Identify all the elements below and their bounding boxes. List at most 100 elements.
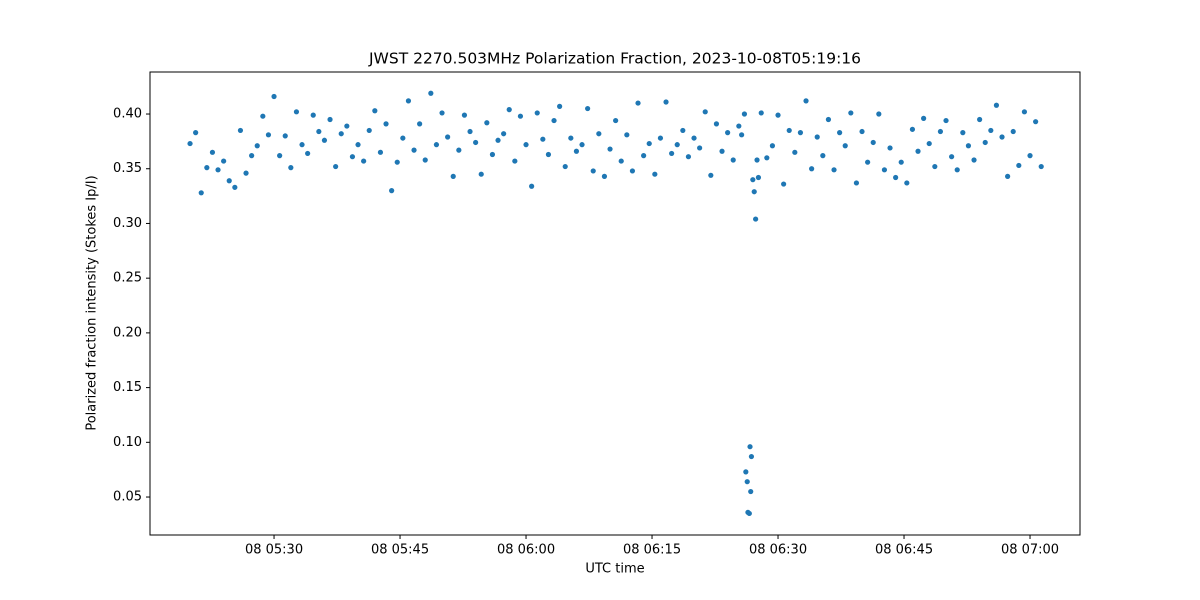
- data-point: [831, 167, 837, 173]
- data-point: [853, 180, 860, 186]
- data-point: [814, 134, 820, 140]
- data-point: [750, 177, 756, 183]
- data-point: [988, 127, 994, 134]
- data-point: [232, 184, 238, 190]
- data-point: [635, 100, 641, 106]
- data-point: [198, 190, 204, 196]
- data-point: [870, 139, 876, 146]
- data-point: [820, 153, 826, 159]
- data-point: [1027, 153, 1033, 159]
- data-point: [450, 173, 456, 179]
- data-point: [456, 147, 462, 153]
- data-point: [954, 167, 960, 173]
- data-point: [327, 116, 333, 123]
- data-point: [557, 103, 563, 109]
- x-tick-label: 08 07:00: [1001, 543, 1059, 558]
- y-tick-label: 0.15: [113, 380, 142, 395]
- data-point: [596, 131, 602, 137]
- data-point: [848, 110, 854, 116]
- data-point: [657, 135, 664, 141]
- data-point: [876, 111, 882, 117]
- data-point: [674, 142, 680, 148]
- data-point: [652, 171, 658, 177]
- data-point: [344, 123, 350, 129]
- data-point: [607, 146, 613, 152]
- data-point: [797, 130, 804, 136]
- data-point: [316, 128, 322, 135]
- data-point: [523, 142, 529, 148]
- data-point: [489, 151, 496, 158]
- data-point: [288, 165, 294, 171]
- data-point: [669, 150, 675, 157]
- data-point: [786, 127, 792, 134]
- data-point: [1033, 119, 1039, 125]
- data-point: [898, 159, 904, 165]
- data-point: [467, 128, 473, 135]
- data-point: [641, 153, 647, 159]
- data-point: [590, 168, 596, 174]
- x-tick-label: 08 05:45: [371, 543, 429, 558]
- x-tick-label: 08 06:00: [497, 543, 555, 558]
- data-point: [187, 140, 193, 147]
- data-point: [691, 135, 697, 141]
- y-axis-label: Polarized fraction intensity (Stokes Ip/…: [85, 175, 100, 430]
- data-point: [751, 189, 757, 195]
- plot-frame: [149, 71, 1081, 536]
- data-point: [754, 157, 760, 163]
- chart-title: JWST 2270.503MHz Polarization Fraction, …: [368, 50, 861, 68]
- data-point: [579, 142, 585, 148]
- data-point: [881, 167, 888, 173]
- data-point: [333, 163, 339, 170]
- data-point: [215, 167, 221, 173]
- data-point: [540, 136, 546, 142]
- y-tick-label: 0.35: [113, 161, 142, 176]
- data-point: [949, 154, 955, 160]
- data-point: [739, 132, 745, 138]
- data-point: [993, 102, 1000, 108]
- data-point: [389, 188, 395, 194]
- data-point: [708, 172, 714, 178]
- data-point: [305, 150, 311, 157]
- data-point: [748, 453, 755, 460]
- data-point: [937, 128, 944, 135]
- data-point: [943, 117, 949, 124]
- data-point: [965, 143, 972, 149]
- data-point: [629, 168, 636, 174]
- x-tick-label: 08 05:30: [245, 543, 303, 558]
- data-point: [372, 108, 378, 114]
- data-point: [237, 127, 244, 134]
- data-point: [204, 165, 210, 171]
- data-point: [893, 174, 899, 181]
- data-point: [355, 142, 361, 148]
- data-point: [529, 183, 535, 189]
- data-point: [377, 149, 384, 155]
- x-tick-label: 08 06:15: [623, 543, 681, 558]
- data-point: [613, 117, 619, 124]
- data-point: [193, 130, 199, 136]
- data-point: [719, 148, 725, 154]
- data-point: [755, 174, 762, 181]
- data-point: [977, 116, 983, 123]
- data-point: [243, 170, 249, 176]
- data-point: [501, 131, 507, 137]
- data-point: [744, 479, 750, 485]
- y-tick-label: 0.10: [113, 435, 142, 450]
- data-point: [792, 149, 798, 155]
- data-point: [366, 127, 372, 134]
- data-point: [422, 157, 428, 163]
- data-point: [741, 111, 748, 117]
- data-point: [512, 158, 518, 164]
- data-point: [753, 216, 759, 222]
- data-point: [1005, 173, 1011, 179]
- data-point: [825, 116, 832, 123]
- data-point: [310, 112, 316, 118]
- data-point: [921, 115, 927, 121]
- data-point: [747, 444, 753, 450]
- data-point: [299, 142, 305, 148]
- data-point: [746, 510, 752, 517]
- data-point: [803, 98, 809, 104]
- data-point: [859, 128, 865, 135]
- data-point: [534, 110, 540, 116]
- data-point: [461, 112, 468, 118]
